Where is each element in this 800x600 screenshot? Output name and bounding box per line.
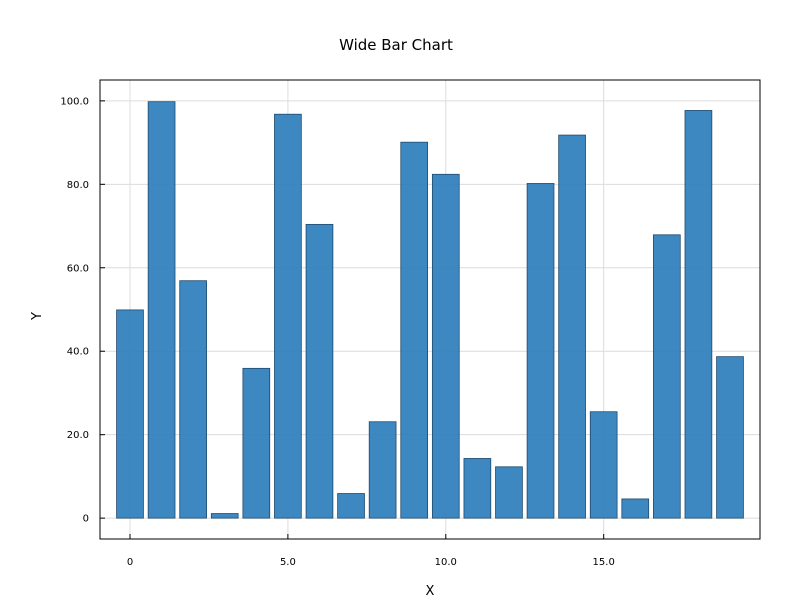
- y-axis-label: Y: [30, 312, 45, 321]
- axis-ticks: 0 5.0 10.0 15.0 0 20.0 40.0 60.0 80.0 100.0: [60, 96, 614, 568]
- y-tick-label: 80.0: [67, 180, 89, 191]
- bar: [463, 458, 492, 519]
- x-tick-label: 5.0: [280, 557, 296, 568]
- bar: [589, 411, 618, 519]
- bar: [526, 183, 555, 519]
- bar: [653, 234, 681, 519]
- bar: [116, 309, 144, 519]
- bar: [210, 513, 239, 519]
- x-tick-label: 10.0: [435, 557, 457, 568]
- bar: [368, 421, 397, 519]
- x-axis-label: X: [426, 584, 435, 599]
- bar: [716, 356, 744, 519]
- bar: [684, 110, 713, 519]
- bar: [274, 113, 302, 519]
- y-tick-label: 0: [83, 514, 89, 525]
- y-tick-label: 100.0: [60, 96, 89, 107]
- y-tick-label: 20.0: [67, 430, 89, 441]
- bar: [179, 280, 207, 519]
- bar: [621, 498, 650, 519]
- bar: [495, 466, 523, 519]
- bar: [431, 173, 460, 519]
- bar: [558, 134, 586, 519]
- bar: [242, 367, 271, 519]
- bar: [337, 493, 365, 519]
- chart-title: Wide Bar Chart: [339, 36, 453, 54]
- y-tick-label: 40.0: [67, 347, 89, 358]
- bar: [400, 141, 429, 519]
- x-tick-label: 15.0: [593, 557, 615, 568]
- plot-frame: [99, 79, 761, 540]
- bars: [116, 101, 744, 519]
- bar: [305, 223, 334, 519]
- bar: [147, 101, 176, 519]
- y-tick-label: 60.0: [67, 263, 89, 274]
- x-tick-label: 0: [127, 557, 133, 568]
